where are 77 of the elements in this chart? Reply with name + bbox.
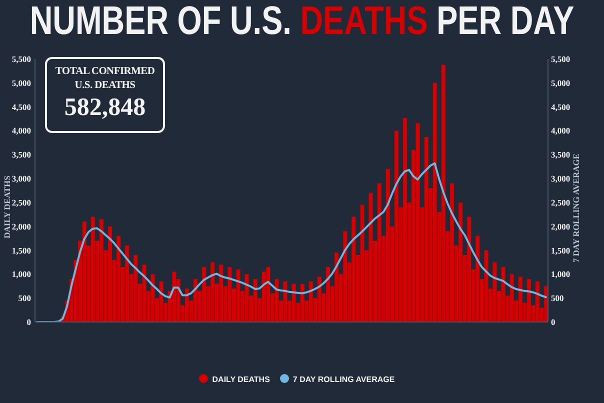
bar bbox=[184, 288, 189, 322]
y2-tick-label: 4,500 bbox=[551, 102, 570, 112]
y-tick-label: 3,500 bbox=[12, 150, 31, 160]
bar bbox=[432, 82, 437, 322]
bar bbox=[377, 183, 382, 322]
bar bbox=[368, 192, 373, 322]
bar bbox=[202, 267, 206, 322]
chart-title: NUMBER OF U.S. DEATHS PER DAY bbox=[30, 0, 574, 43]
bar bbox=[266, 267, 270, 322]
bar bbox=[274, 278, 279, 322]
bar bbox=[308, 281, 313, 322]
bar bbox=[334, 252, 339, 322]
bar bbox=[210, 262, 215, 322]
bar bbox=[394, 130, 398, 322]
y2-tick-label: 4,000 bbox=[551, 126, 570, 136]
y-tick-label: 2,000 bbox=[12, 221, 31, 232]
bar bbox=[253, 278, 258, 322]
bar bbox=[244, 274, 249, 322]
bar bbox=[134, 255, 138, 322]
y-tick-label: 0 bbox=[26, 317, 31, 328]
y-tick-label: 5,000 bbox=[12, 78, 31, 88]
bar bbox=[300, 284, 304, 322]
y-tick-label: 1,000 bbox=[12, 269, 31, 280]
bar bbox=[386, 168, 390, 322]
bar bbox=[172, 272, 176, 322]
bar bbox=[518, 276, 522, 322]
bar bbox=[492, 262, 497, 322]
bar bbox=[476, 236, 480, 322]
y2-tick-label: 0 bbox=[551, 317, 556, 328]
bar bbox=[360, 204, 364, 322]
y2-tick-label: 3,000 bbox=[551, 174, 570, 184]
y2-tick-label: 5,500 bbox=[551, 54, 570, 64]
bar bbox=[219, 264, 224, 322]
y-axis-title: DAILY DEATHS bbox=[2, 176, 12, 238]
y2-tick-label: 1,500 bbox=[551, 245, 570, 256]
bar bbox=[441, 64, 446, 322]
bar bbox=[236, 269, 240, 322]
bar bbox=[116, 236, 121, 322]
bar bbox=[159, 281, 164, 322]
legend-label: 7 DAY ROLLING AVERAGE bbox=[292, 375, 395, 384]
bar bbox=[424, 136, 428, 322]
bar bbox=[283, 281, 288, 322]
bar bbox=[467, 216, 472, 322]
y-tick-label: 2,500 bbox=[12, 197, 31, 208]
y2-tick-label: 5,000 bbox=[551, 78, 570, 88]
bar bbox=[90, 216, 95, 322]
bar bbox=[82, 222, 86, 322]
bar bbox=[125, 245, 130, 322]
bar bbox=[501, 267, 506, 322]
y2-axis-title: 7 DAY ROLLING AVERAGE bbox=[571, 153, 581, 263]
bar bbox=[458, 202, 463, 322]
y-tick-label: 3,000 bbox=[12, 174, 31, 184]
bar bbox=[292, 284, 296, 322]
annotation: 582,848 bbox=[63, 93, 147, 123]
y2-tick-label: 1,000 bbox=[551, 269, 570, 280]
y2-tick-label: 2,500 bbox=[551, 197, 570, 208]
bar bbox=[526, 278, 531, 322]
y2-tick-label: 2,000 bbox=[551, 221, 570, 232]
bar bbox=[142, 264, 146, 322]
annotation: TOTAL CONFIRMED U.S. DEATHS bbox=[54, 65, 156, 93]
bar bbox=[416, 123, 420, 322]
y-tick-label: 4,000 bbox=[12, 126, 31, 136]
y-tick-label: 4,500 bbox=[12, 102, 31, 112]
bar bbox=[510, 274, 514, 322]
y2-tick-label: 500 bbox=[551, 293, 564, 304]
legend-label: DAILY DEATHS bbox=[212, 375, 270, 384]
y-tick-label: 1,500 bbox=[12, 245, 31, 256]
y2-tick-label: 3,500 bbox=[551, 150, 570, 160]
bar bbox=[484, 250, 488, 322]
bar bbox=[150, 274, 155, 322]
y-tick-label: 5,500 bbox=[12, 54, 31, 64]
bar bbox=[352, 216, 356, 322]
bar bbox=[99, 219, 104, 322]
y-tick-label: 500 bbox=[18, 293, 31, 304]
bar bbox=[326, 267, 330, 322]
bar bbox=[228, 267, 232, 322]
bar bbox=[343, 231, 348, 322]
